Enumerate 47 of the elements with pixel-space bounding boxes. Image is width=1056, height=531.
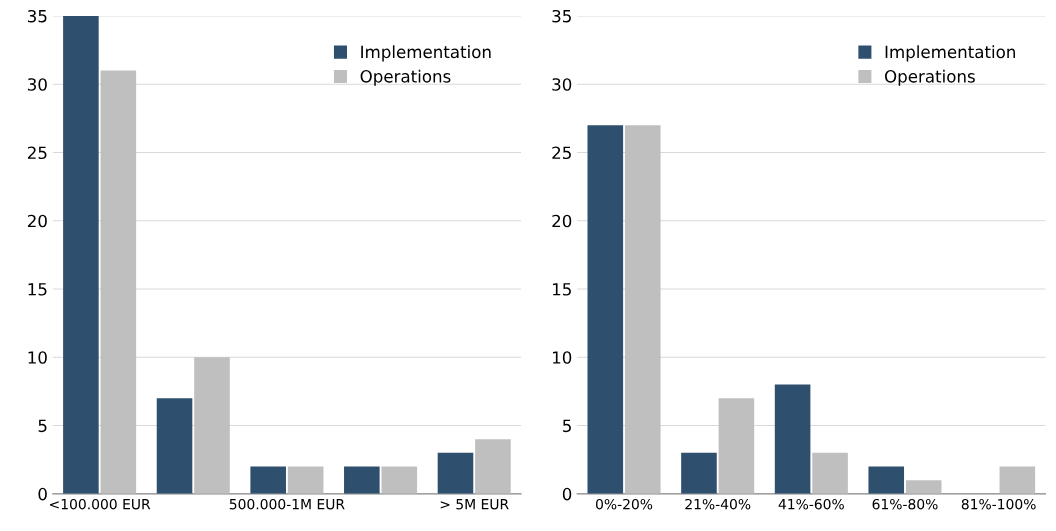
bar	[681, 452, 717, 494]
bar	[774, 384, 811, 494]
legend-label: Implementation	[361, 45, 491, 62]
bar	[624, 125, 661, 494]
x-tick-label: <100.000 EUR	[50, 498, 151, 510]
bar	[250, 466, 286, 494]
x-tick-label: 81%-100%	[961, 498, 1036, 510]
bar	[194, 357, 230, 494]
y-tick-label: 35	[28, 9, 47, 23]
bar	[100, 70, 137, 494]
y-tick-label: 10	[552, 351, 572, 364]
y-tick-label: 15	[28, 283, 47, 296]
bar	[812, 452, 848, 494]
y-tick-label: 30	[552, 78, 572, 91]
bar	[718, 398, 755, 494]
x-tick-label: 500.000-1M EUR	[229, 498, 345, 510]
legend-label: Operations	[360, 69, 451, 86]
legend-label: Implementation	[885, 45, 1015, 62]
y-tick-label: 25	[552, 146, 571, 160]
bar	[999, 466, 1036, 494]
y-tick-label: 5	[38, 419, 47, 433]
bar	[287, 466, 324, 494]
bar	[381, 466, 418, 494]
y-tick-label: 35	[552, 9, 571, 23]
y-tick-label: 30	[28, 78, 47, 91]
x-tick-label: 21%-40%	[685, 498, 751, 510]
x-tick-label: 0%-20%	[595, 498, 653, 510]
bar	[344, 466, 380, 494]
x-tick-label: > 5M EUR	[440, 499, 509, 510]
bar	[587, 125, 624, 494]
x-tick-label: 41%-60%	[778, 498, 844, 510]
bar	[905, 480, 942, 494]
bar	[437, 452, 474, 494]
x-tick-label: 61%-80%	[872, 498, 938, 510]
y-tick-label: 0	[562, 487, 572, 501]
bar	[63, 15, 99, 494]
y-tick-label: 20	[552, 214, 572, 228]
bar	[156, 398, 193, 494]
y-tick-label: 15	[552, 283, 571, 296]
y-tick-label: 20	[27, 214, 47, 228]
y-tick-label: 25	[27, 146, 47, 160]
legend-label: Operations	[884, 69, 975, 86]
bar	[475, 439, 511, 494]
bar	[868, 466, 905, 494]
y-tick-label: 0	[38, 487, 47, 501]
y-tick-label: 5	[563, 419, 571, 433]
y-tick-label: 10	[28, 351, 47, 364]
